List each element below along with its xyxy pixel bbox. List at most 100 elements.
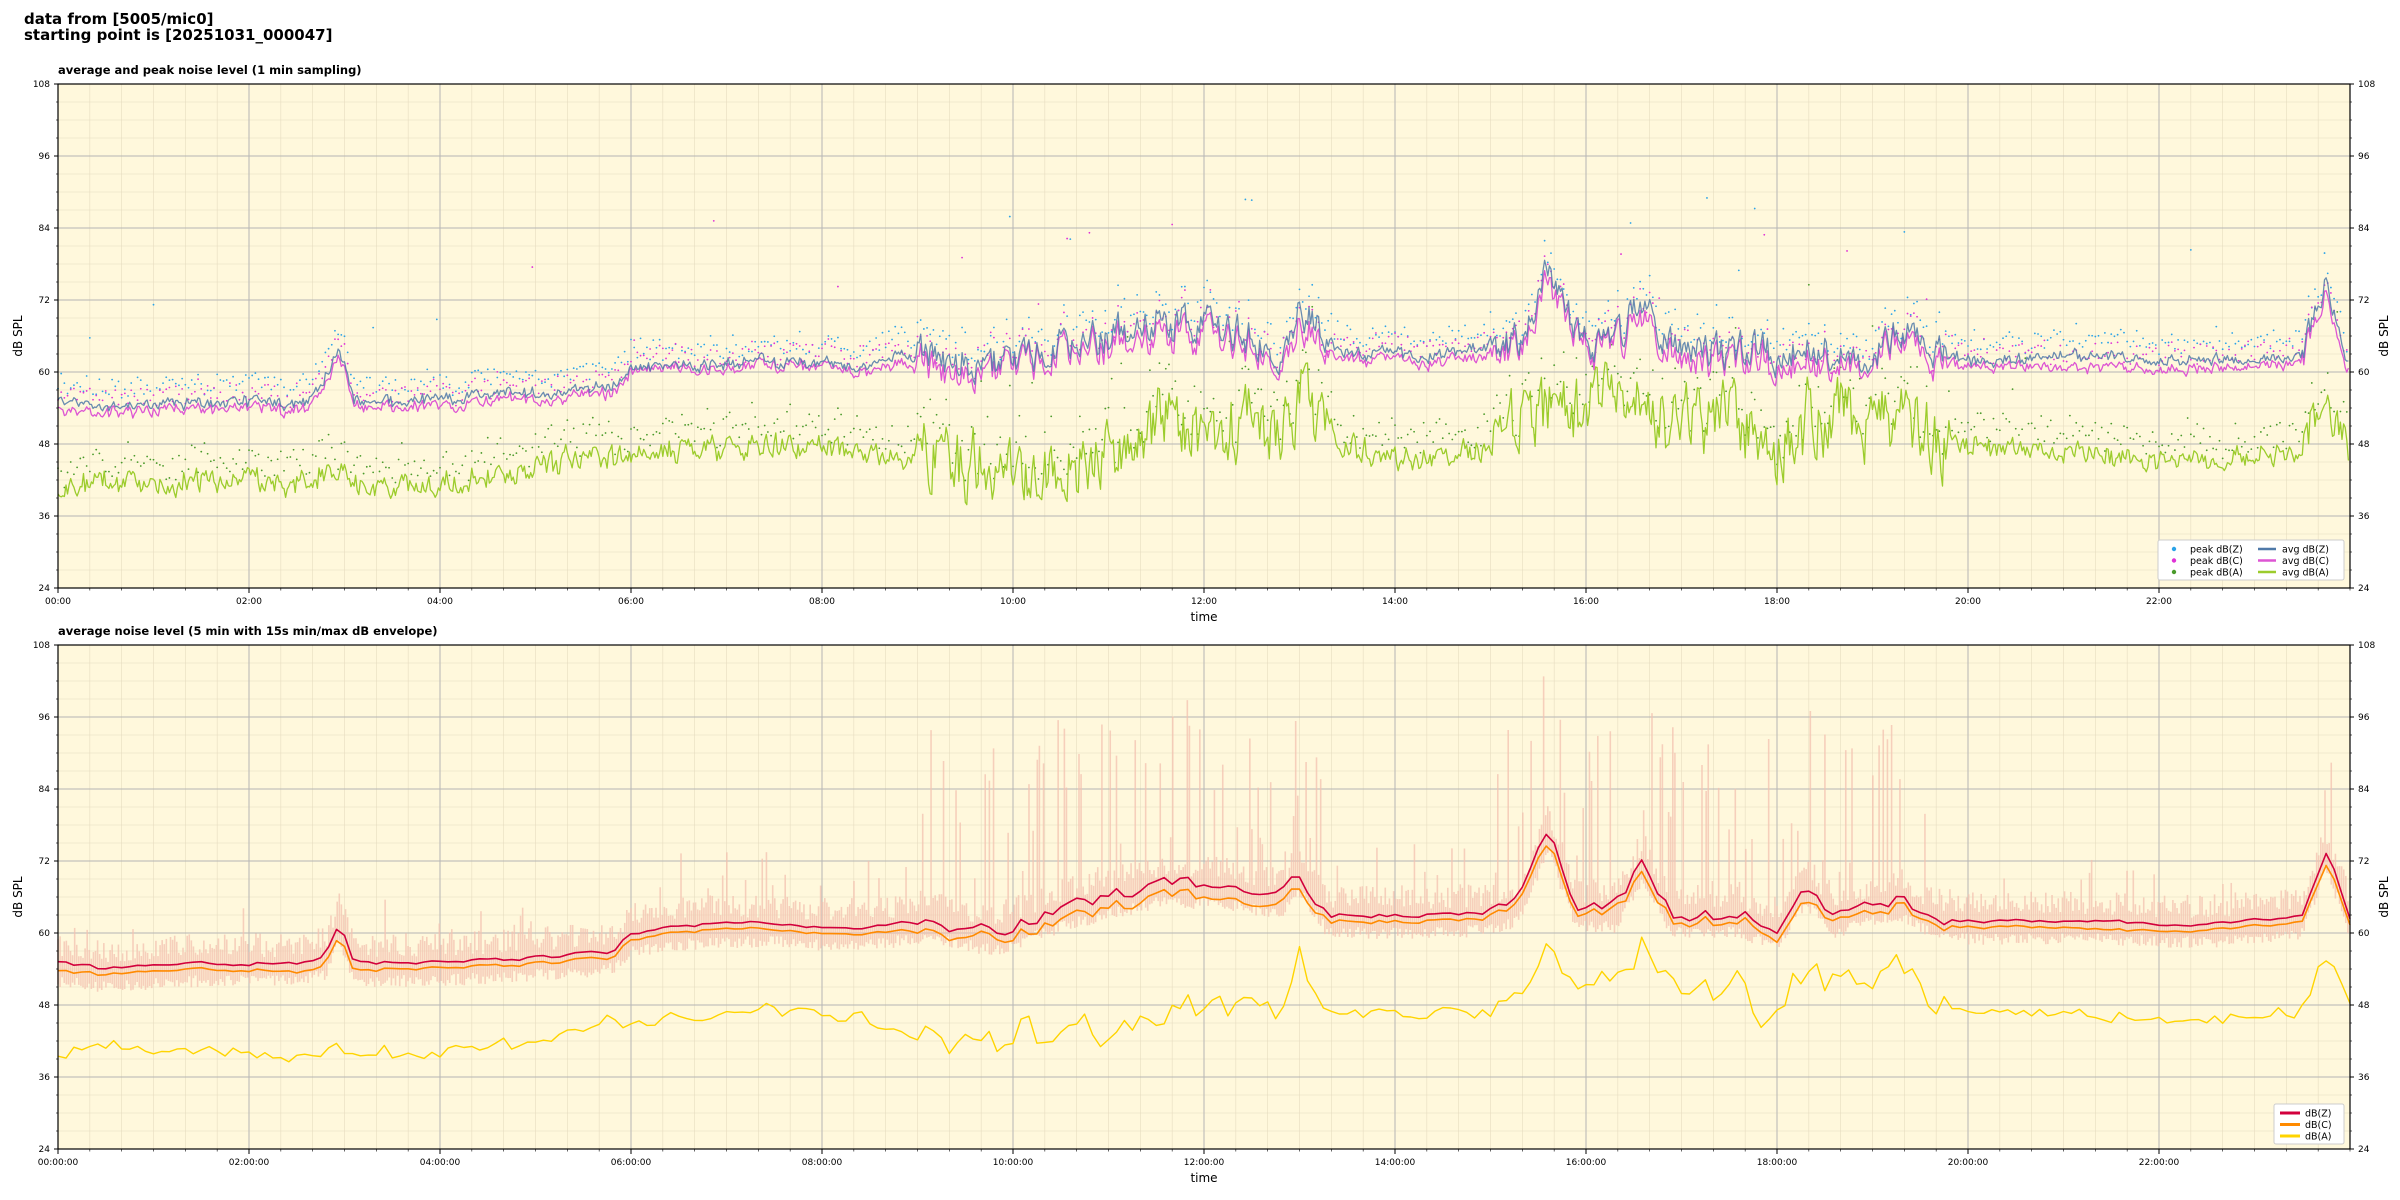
peak-z-point bbox=[1094, 318, 1097, 321]
peak-z-point bbox=[1432, 331, 1435, 334]
peak-z-point bbox=[2170, 333, 2173, 336]
peak-z-point bbox=[391, 389, 394, 392]
peak-a-point bbox=[1247, 368, 1250, 371]
peak-a-point bbox=[2336, 311, 2339, 313]
peak-c-point bbox=[757, 351, 760, 354]
peak-a-point bbox=[1336, 423, 1339, 426]
legend-marker bbox=[2171, 569, 2177, 575]
peak-c-point bbox=[2196, 363, 2199, 365]
peak-c-point bbox=[203, 392, 206, 395]
peak-a-point bbox=[206, 452, 209, 455]
peak-z-point bbox=[614, 362, 616, 364]
legend-label: peak dB(Z) bbox=[2190, 545, 2243, 556]
peak-z-point bbox=[388, 382, 390, 385]
peak-a-point bbox=[184, 458, 187, 461]
peak-c-point bbox=[980, 360, 983, 363]
peak-z-point bbox=[321, 360, 324, 363]
peak-c-point bbox=[343, 343, 346, 345]
peak-a-point bbox=[429, 475, 432, 477]
peak-c-point bbox=[598, 373, 601, 376]
peak-a-point bbox=[1852, 387, 1855, 390]
peak-a-point bbox=[1056, 456, 1059, 459]
peak-c-point bbox=[1282, 336, 1285, 339]
peak-a-point bbox=[378, 470, 381, 473]
peak-c-point bbox=[1725, 346, 1727, 349]
peak-z-point bbox=[1142, 311, 1145, 313]
peak-c-point bbox=[251, 387, 254, 389]
peak-z-point bbox=[875, 337, 878, 339]
peak-z-point bbox=[451, 394, 454, 397]
peak-a-point bbox=[980, 380, 983, 382]
peak-z-point bbox=[1082, 311, 1084, 314]
peak-a-point bbox=[830, 441, 833, 444]
peak-z-point bbox=[1355, 337, 1358, 340]
peak-c-point bbox=[751, 340, 753, 343]
peak-z-point bbox=[1524, 309, 1527, 312]
peak-a-point bbox=[1069, 443, 1072, 446]
peak-c-point bbox=[1158, 299, 1161, 302]
peak-a-point bbox=[1129, 429, 1132, 432]
peak-c-point bbox=[779, 358, 782, 361]
peak-a-point bbox=[575, 446, 578, 449]
y-tick-label-right: 72 bbox=[2358, 857, 2369, 867]
peak-c-point bbox=[295, 382, 298, 385]
peak-c-point bbox=[1483, 331, 1486, 334]
peak-c-point bbox=[1651, 302, 1654, 304]
peak-a-point bbox=[630, 428, 632, 430]
peak-z-point bbox=[986, 342, 989, 345]
peak-c-point bbox=[1798, 343, 1801, 346]
peak-z-point bbox=[1823, 324, 1826, 326]
peak-c-point bbox=[2253, 358, 2256, 361]
peak-a-point bbox=[1620, 376, 1622, 378]
peak-a-point bbox=[426, 472, 429, 475]
peak-a-point bbox=[1104, 407, 1107, 410]
peak-z-point bbox=[174, 382, 177, 385]
peak-c-point bbox=[1836, 355, 1839, 358]
peak-a-point bbox=[505, 458, 508, 460]
peak-z-point bbox=[1298, 288, 1301, 291]
peak-a-point bbox=[1333, 418, 1336, 421]
peak-c-point bbox=[2030, 351, 2033, 354]
peak-a-point bbox=[1651, 369, 1654, 371]
peak-c-point bbox=[369, 394, 371, 397]
peak-a-point bbox=[1683, 380, 1686, 383]
peak-z-point bbox=[894, 325, 897, 328]
peak-z-point bbox=[540, 382, 543, 385]
peak-a-point bbox=[1948, 390, 1950, 393]
peak-c-point bbox=[1002, 346, 1005, 349]
peak-z-point bbox=[2040, 335, 2043, 338]
peak-c-point bbox=[496, 370, 499, 373]
peak-z-point bbox=[1209, 291, 1212, 294]
peak-z-point bbox=[633, 346, 636, 349]
peak-z-point bbox=[712, 344, 715, 346]
peak-c-point bbox=[1269, 347, 1272, 350]
peak-a-point bbox=[2158, 445, 2160, 448]
peak-a-point bbox=[2091, 429, 2094, 432]
peak-c-point bbox=[2059, 344, 2062, 347]
peak-c-point bbox=[1028, 328, 1030, 330]
peak-z-point bbox=[1145, 314, 1148, 317]
peak-z-point bbox=[1234, 307, 1237, 310]
peak-z-point bbox=[410, 378, 413, 381]
peak-z-point bbox=[658, 338, 661, 341]
peak-a-point bbox=[146, 455, 149, 458]
peak-a-point bbox=[1285, 380, 1288, 383]
peak-z-point bbox=[267, 376, 269, 379]
peak-a-point bbox=[2123, 425, 2125, 428]
peak-z-point bbox=[60, 372, 63, 375]
y-tick-label-left: 36 bbox=[39, 1073, 51, 1083]
peak-z-point bbox=[490, 383, 492, 386]
peak-a-point bbox=[2107, 431, 2109, 434]
peak-z-point bbox=[88, 337, 91, 339]
peak-z-point bbox=[996, 341, 998, 344]
peak-c-point bbox=[607, 374, 610, 377]
peak-a-point bbox=[537, 446, 540, 448]
peak-a-point bbox=[601, 434, 604, 437]
y-tick-label-left: 96 bbox=[39, 152, 51, 162]
peak-z-point bbox=[92, 393, 94, 396]
peak-z-point bbox=[2110, 333, 2113, 336]
peak-a-point bbox=[283, 469, 285, 472]
peak-a-point bbox=[623, 448, 626, 451]
peak-a-point bbox=[751, 401, 753, 404]
peak-z-point bbox=[407, 390, 410, 392]
